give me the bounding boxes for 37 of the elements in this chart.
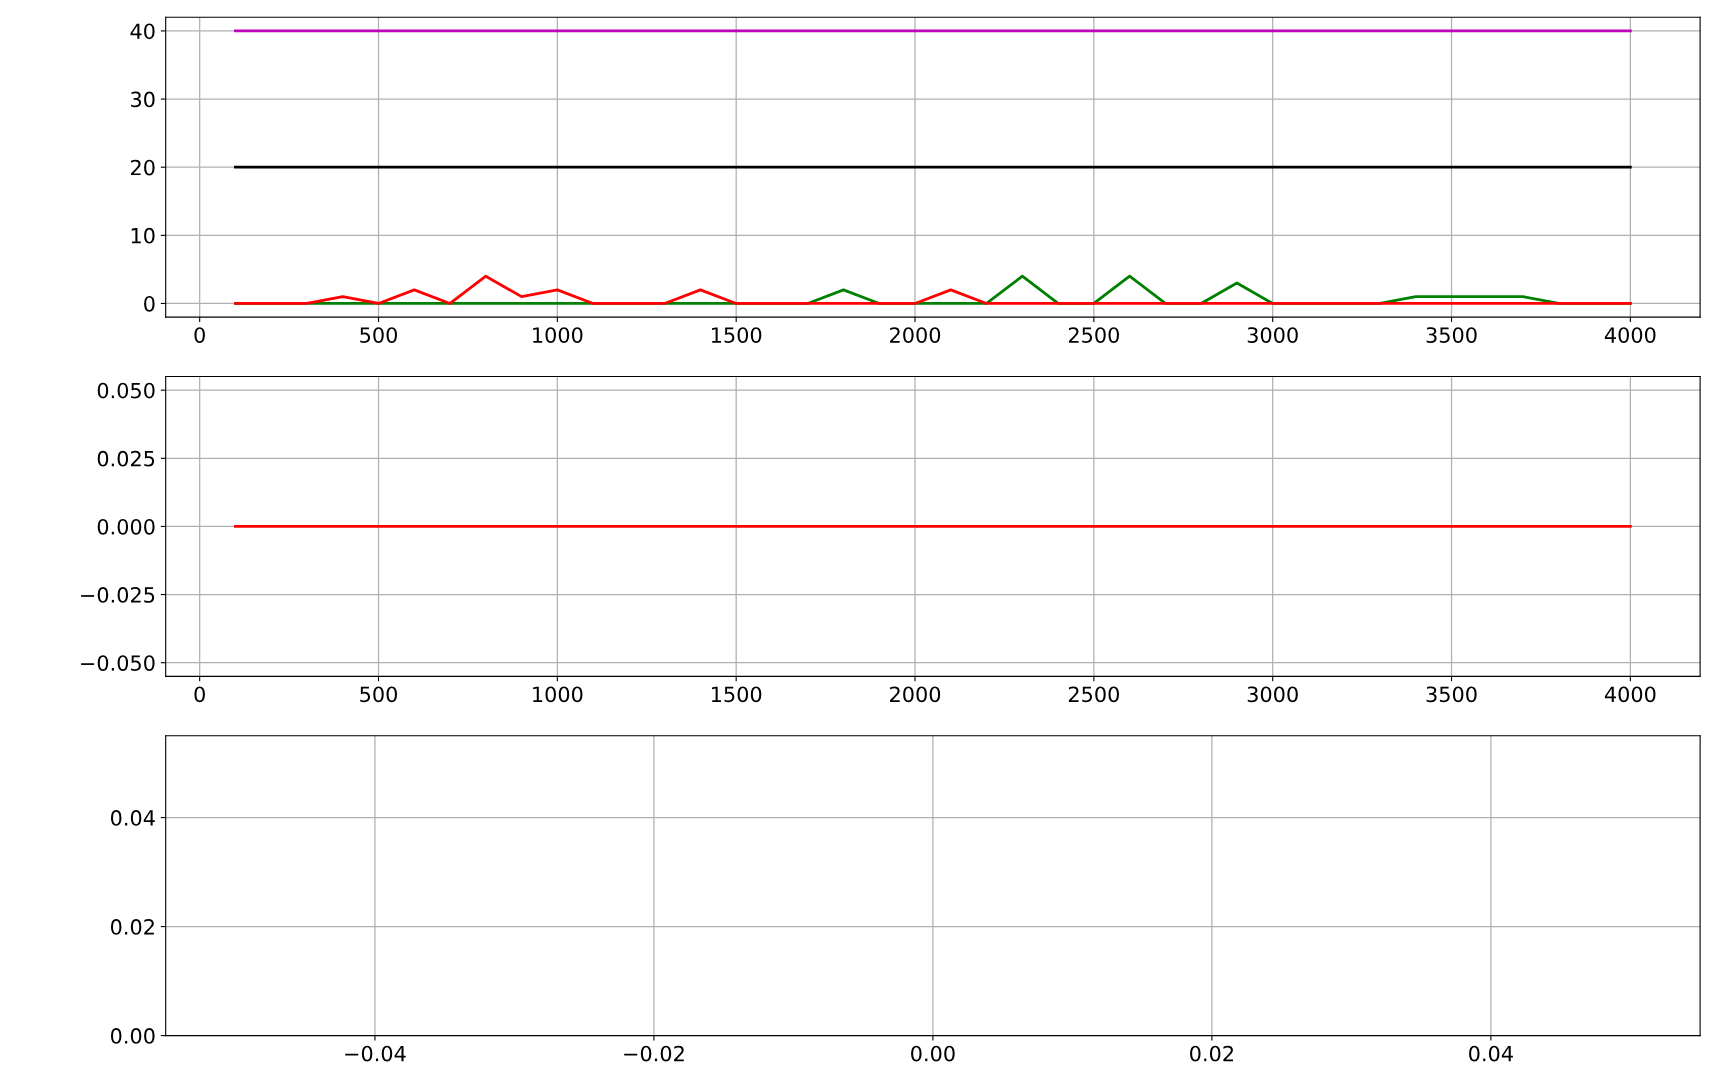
x-tick-label: 500 bbox=[360, 327, 398, 343]
y-tick-label: 0.000 bbox=[97, 518, 155, 535]
x-tick-label: 2500 bbox=[1068, 327, 1119, 343]
y-tick-label: 10 bbox=[131, 227, 155, 244]
x-tick-label: 4000 bbox=[1604, 686, 1656, 703]
y-tick-label: −0.050 bbox=[81, 655, 155, 671]
x-tick-label: 1500 bbox=[711, 686, 762, 703]
x-tick-label: 3500 bbox=[1426, 686, 1477, 703]
x-tick-label: −0.04 bbox=[345, 1045, 406, 1062]
x-tick-label: 0.00 bbox=[911, 1045, 955, 1062]
x-tick-label: 1000 bbox=[533, 686, 583, 703]
y-tick-label: 0 bbox=[144, 295, 155, 312]
x-tick-label: 2500 bbox=[1068, 686, 1119, 703]
x-tick-label: 1500 bbox=[711, 327, 762, 343]
y-tick-label: 30 bbox=[131, 91, 155, 108]
line-series bbox=[234, 274, 1632, 305]
x-tick-label: 0 bbox=[194, 686, 205, 703]
x-tick-label: 2000 bbox=[890, 686, 941, 703]
y-tick-label: 0.050 bbox=[97, 382, 155, 399]
y-tick-label: 0.00 bbox=[110, 1028, 155, 1044]
x-tick-label: 3000 bbox=[1247, 686, 1298, 703]
x-tick-label: 2000 bbox=[890, 327, 941, 343]
x-tick-label: 0.04 bbox=[1469, 1045, 1513, 1062]
x-tick-label: 500 bbox=[360, 686, 398, 703]
x-tick-label: 3500 bbox=[1426, 327, 1477, 343]
y-tick-label: 0.025 bbox=[97, 450, 155, 467]
x-tick-label: 1000 bbox=[533, 327, 583, 343]
x-tick-label: 0.02 bbox=[1190, 1045, 1233, 1062]
x-tick-label: −0.02 bbox=[624, 1045, 684, 1062]
y-tick-label: 20 bbox=[130, 159, 155, 176]
y-tick-label: −0.025 bbox=[81, 587, 155, 603]
x-tick-label: 4000 bbox=[1604, 327, 1656, 343]
y-tick-label: 0.04 bbox=[110, 810, 155, 826]
x-tick-label: 0 bbox=[194, 327, 205, 343]
y-tick-label: 40 bbox=[130, 23, 155, 40]
y-tick-label: 0.02 bbox=[110, 919, 154, 935]
x-tick-label: 3000 bbox=[1247, 327, 1298, 343]
